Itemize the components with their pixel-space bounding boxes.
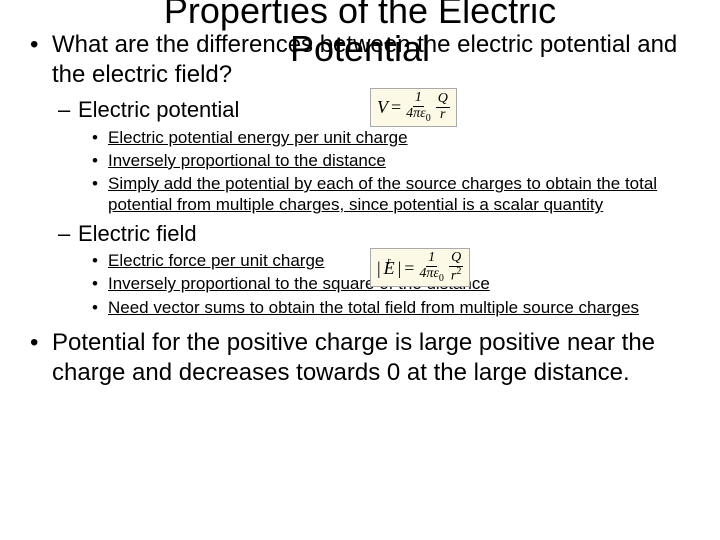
num-1b: 1 bbox=[426, 251, 437, 267]
ep-item-3: Simply add the potential by each of the … bbox=[30, 173, 690, 216]
bullet-question: What are the differences between the ele… bbox=[30, 30, 690, 90]
fraction-3: 1 4πε0 bbox=[417, 251, 446, 284]
ef-item-3: Need vector sums to obtain the total fie… bbox=[30, 297, 690, 318]
den-1: 4πε0 bbox=[404, 107, 433, 124]
ep-item-2: Inversely proportional to the distance bbox=[30, 150, 690, 171]
formula-field: | r E | = 1 4πε0 Q r2 bbox=[370, 248, 470, 287]
den-r2: r2 bbox=[449, 267, 463, 284]
ep-item-1: Electric potential energy per unit charg… bbox=[30, 127, 690, 148]
formula-potential: V = 1 4πε0 Q r bbox=[370, 88, 457, 127]
title-line1: Properties of the Electric bbox=[164, 0, 556, 31]
fraction-2: Q r bbox=[436, 92, 450, 122]
ef-item-2: Inversely proportional to the square of … bbox=[30, 273, 690, 294]
ef-item-1: Electric force per unit charge bbox=[30, 250, 690, 271]
abs-bar-left: | bbox=[377, 259, 381, 277]
abs-bar-right: | bbox=[398, 259, 402, 277]
formula-e-lhs: r E bbox=[384, 259, 395, 277]
formula-v-lhs: V bbox=[377, 98, 388, 116]
num-qb: Q bbox=[449, 251, 463, 267]
fraction-1: 1 4πε0 bbox=[404, 91, 433, 124]
vector-arrow-icon: r bbox=[387, 257, 390, 267]
num-q: Q bbox=[436, 92, 450, 108]
bullet-electric-field: Electric field bbox=[30, 220, 690, 249]
num-1: 1 bbox=[413, 91, 424, 107]
den-1b: 4πε0 bbox=[417, 267, 446, 284]
slide-content: What are the differences between the ele… bbox=[30, 30, 690, 394]
bullet-conclusion: Potential for the positive charge is lar… bbox=[30, 328, 690, 388]
den-r: r bbox=[438, 108, 447, 123]
equals-icon: = bbox=[404, 259, 414, 277]
fraction-4: Q r2 bbox=[449, 251, 463, 284]
equals-icon: = bbox=[391, 98, 401, 116]
bullet-electric-potential: Electric potential bbox=[30, 96, 690, 125]
